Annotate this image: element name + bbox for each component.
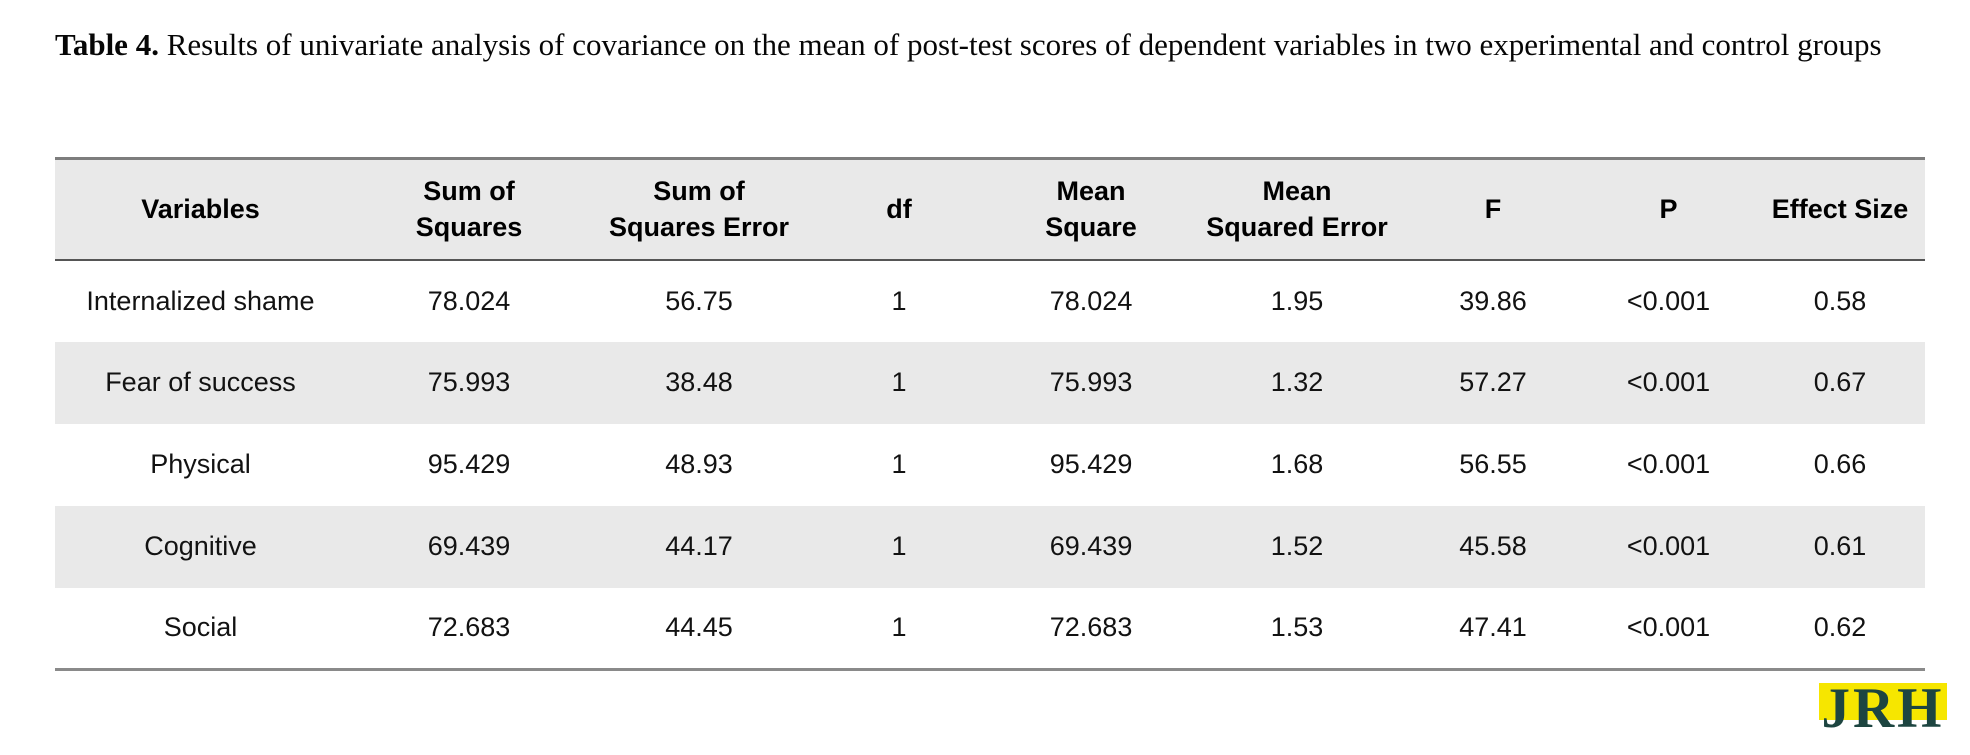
table-cell: 45.58 [1459,531,1527,561]
anova-table: Variables Sum of Squares Sum of Squares … [55,157,1925,671]
table-cell: 1.53 [1190,587,1404,671]
table-cell: 1.52 [1270,531,1324,561]
table-cell: 78.024 [1049,285,1133,316]
table-cell: 1.68 [1270,449,1324,479]
table-cell: 38.48 [665,367,733,397]
table-cell: 44.45 [592,587,806,671]
table-cell: 39.86 [1459,285,1527,316]
table-cell: 47.41 [1403,587,1582,671]
table-row-social: Social 72.683 44.45 1 72.683 1.53 47.41 … [55,587,1925,671]
table-cell: 75.993 [1049,367,1133,397]
table-cell: <0.001 [1626,285,1711,316]
header-row: Variables Sum of Squares Sum of Squares … [55,157,1925,261]
column-header-variables: Variables [55,157,346,261]
table-cell: 56.75 [665,285,733,316]
table-caption-text: Results of univariate analysis of covari… [158,27,1882,62]
table-cell: 0.62 [1754,587,1925,671]
table-cell: 69.439 [427,531,511,561]
table-cell: 95.429 [1049,449,1133,479]
table-cell: 0.61 [1813,531,1867,561]
table-cell: 0.66 [1813,449,1867,479]
table-cell: 1 [805,587,993,671]
row-label: Physical [150,449,251,479]
table-row-internalized-shame: Internalized shame 78.024 56.75 1 78.024… [55,260,1925,342]
column-header-effect-size: Effect Size [1754,157,1925,261]
jrh-logo: JRH [1819,676,1947,744]
row-label: Fear of success [105,367,296,397]
table-cell: 78.024 [427,285,511,316]
table-cell: 69.439 [1049,531,1133,561]
row-label: Cognitive [144,531,257,561]
table-row-cognitive: Cognitive 69.439 44.17 1 69.439 1.52 45.… [55,505,1925,588]
row-label: Social [55,587,346,671]
table-cell: 1 [891,285,907,316]
table-cell: 0.67 [1813,367,1867,397]
table-cell: 1 [891,367,907,397]
table-cell: 1 [891,531,907,561]
jrh-logo-text: JRH [1821,677,1945,740]
table-cell: 95.429 [427,449,511,479]
table-caption-label: Table 4. [55,27,159,62]
row-label: Internalized shame [86,285,315,316]
table-cell: 56.55 [1459,449,1527,479]
column-header-f: F [1403,157,1582,261]
column-header-mean-squared-error: Mean Squared Error [1190,157,1404,261]
table-cell: <0.001 [1582,587,1755,671]
column-header-sum-of-squares-error: Sum of Squares Error [592,157,806,261]
column-header-sum-of-squares: Sum of Squares [345,157,593,261]
table-cell: 44.17 [665,531,733,561]
table-cell: 1 [891,449,907,479]
column-header-mean-square: Mean Square [992,157,1191,261]
table-cell: <0.001 [1626,531,1711,561]
table-row-physical: Physical 95.429 48.93 1 95.429 1.68 56.5… [55,424,1925,506]
table-cell: 48.93 [665,449,733,479]
table-cell: 1.32 [1270,367,1324,397]
table-cell: 0.58 [1813,285,1867,316]
column-header-df: df [805,157,993,261]
table-caption: Table 4. Results of univariate analysis … [55,22,1933,69]
table-cell: 75.993 [427,367,511,397]
column-header-p: P [1582,157,1755,261]
table-cell: <0.001 [1626,367,1711,397]
table-cell: <0.001 [1626,449,1711,479]
table-row-fear-of-success: Fear of success 75.993 38.48 1 75.993 1.… [55,341,1925,424]
table-cell: 57.27 [1459,367,1527,397]
table-cell: 72.683 [992,587,1191,671]
table-cell: 1.95 [1270,285,1324,316]
jrh-logo-band [1819,683,1947,720]
table-cell: 72.683 [345,587,593,671]
